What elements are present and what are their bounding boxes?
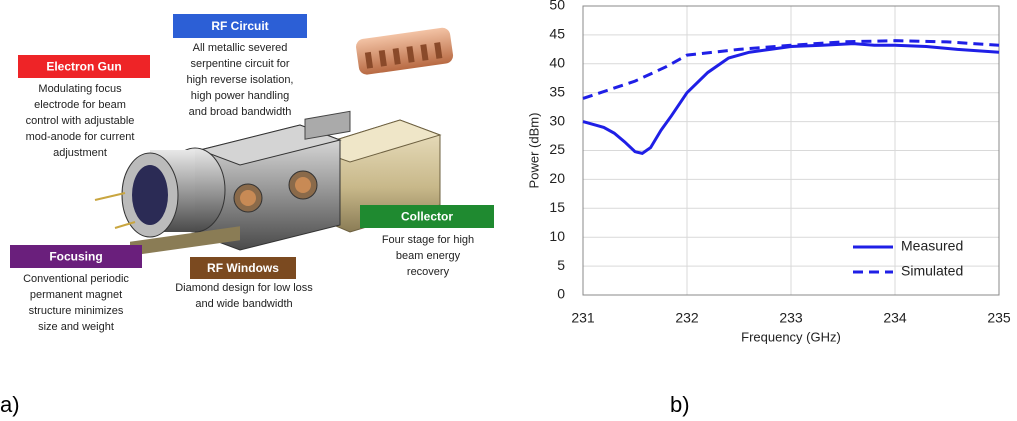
- label-title: RF Windows: [207, 261, 279, 275]
- y-tick-label: 0: [557, 286, 565, 302]
- label-title: Electron Gun: [46, 60, 121, 74]
- panel-label: a): [0, 392, 20, 417]
- label-text: high reverse isolation,: [186, 74, 293, 86]
- label-title: Focusing: [49, 250, 102, 264]
- label-text: high power handling: [191, 90, 289, 102]
- label-text: All metallic severed: [193, 42, 288, 54]
- line-chart: 0 5 10 15 20 25 30 35 40 45 50 231 232 233 234 235 Frequ…: [526, 0, 1010, 344]
- y-tick-label: 45: [549, 26, 565, 42]
- legend-label: Simulated: [901, 263, 963, 279]
- y-tick-label: 20: [549, 170, 565, 186]
- label-text: permanent magnet: [30, 289, 122, 301]
- x-tick-label: 235: [987, 310, 1011, 326]
- x-tick-label: 234: [883, 310, 907, 326]
- y-tick-label: 50: [549, 0, 565, 13]
- y-tick-label: 25: [549, 141, 565, 157]
- y-tick-label: 30: [549, 112, 565, 128]
- label-text: mod-anode for current: [26, 131, 135, 143]
- y-tick-label: 40: [549, 55, 565, 71]
- label-text: beam energy: [396, 250, 461, 262]
- label-text: serpentine circuit for: [190, 58, 289, 70]
- panel-label: b): [670, 392, 690, 417]
- legend-label: Measured: [901, 238, 963, 254]
- label-text: and wide bandwidth: [195, 298, 292, 310]
- y-tick-label: 10: [549, 228, 565, 244]
- label-text: and broad bandwidth: [189, 106, 292, 118]
- label-text: size and weight: [38, 321, 114, 333]
- x-axis-label: Frequency (GHz): [741, 329, 841, 344]
- x-tick-label: 231: [571, 310, 595, 326]
- x-tick-label: 233: [779, 310, 803, 326]
- label-title: RF Circuit: [211, 19, 268, 33]
- y-tick-label: 15: [549, 199, 565, 215]
- label-text: Four stage for high: [382, 234, 474, 246]
- y-axis-label: Power (dBm): [526, 113, 541, 189]
- label-text: Diamond design for low loss: [175, 282, 313, 294]
- label-text: control with adjustable: [26, 115, 135, 127]
- label-text: structure minimizes: [29, 305, 124, 317]
- y-tick-label: 5: [557, 257, 565, 273]
- x-tick-label: 232: [675, 310, 699, 326]
- label-text: adjustment: [53, 147, 107, 159]
- label-title: Collector: [401, 210, 453, 224]
- label-text: Modulating focus: [38, 83, 122, 95]
- label-text: electrode for beam: [34, 99, 126, 111]
- figure: Electron Gun Modulating focus electrode fo…: [0, 0, 1017, 421]
- y-tick-label: 35: [549, 83, 565, 99]
- label-text: Conventional periodic: [23, 273, 129, 285]
- label-text: recovery: [407, 266, 450, 278]
